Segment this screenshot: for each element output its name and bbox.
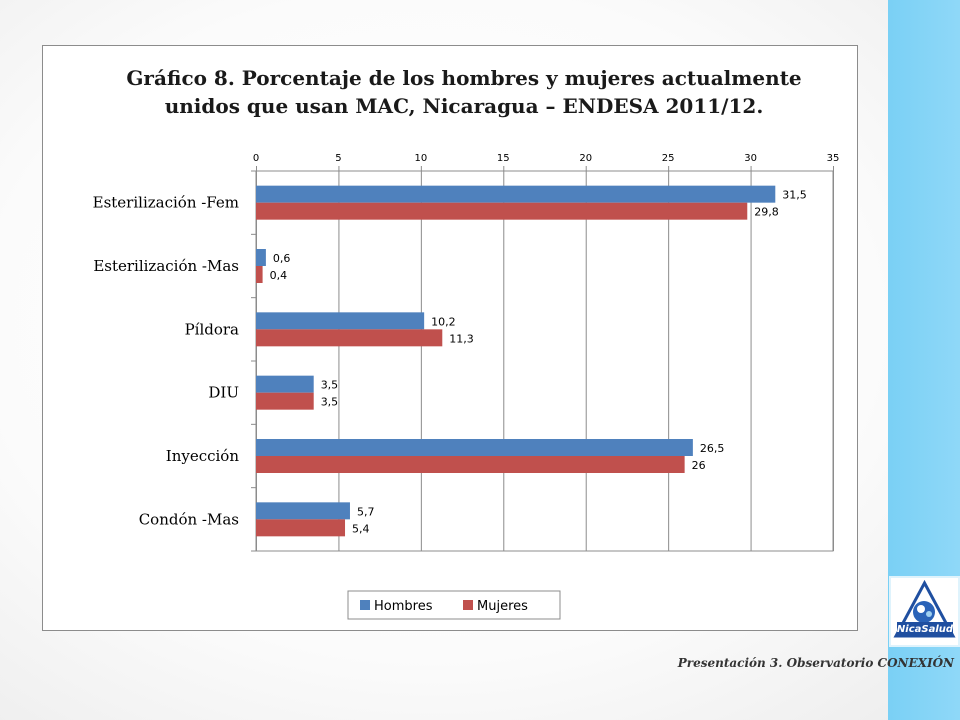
legend-swatch-hombres bbox=[360, 600, 370, 610]
bar-hombres bbox=[256, 185, 776, 203]
data-label-mujeres: 11,3 bbox=[449, 332, 474, 345]
data-label-mujeres: 3,5 bbox=[321, 396, 339, 409]
data-label-mujeres: 0,4 bbox=[270, 269, 288, 282]
category-label: Píldora bbox=[185, 320, 239, 338]
category-label: DIU bbox=[208, 384, 239, 402]
bar-hombres bbox=[256, 375, 314, 393]
chart-title: Gráfico 8. Porcentaje de los hombres y m… bbox=[57, 64, 871, 120]
data-label-hombres: 31,5 bbox=[782, 189, 807, 202]
bar-mujeres bbox=[256, 202, 748, 220]
bar-mujeres bbox=[256, 519, 346, 537]
x-tick-label: 10 bbox=[414, 153, 427, 164]
x-tick-label: 30 bbox=[744, 153, 757, 164]
data-label-hombres: 10,2 bbox=[431, 315, 456, 328]
chart-title-line-2: unidos que usan MAC, Nicaragua – ENDESA … bbox=[164, 94, 764, 118]
legend-label-mujeres: Mujeres bbox=[477, 599, 528, 614]
chart-title-line-1: Gráfico 8. Porcentaje de los hombres y m… bbox=[126, 66, 802, 90]
legend-label-hombres: Hombres bbox=[374, 599, 433, 614]
legend-box bbox=[347, 590, 561, 620]
data-label-hombres: 0,6 bbox=[273, 252, 291, 265]
chart-plot: 0 5 10 15 20 25 30 35 Esterilización -Fem 31,529,… bbox=[93, 153, 840, 620]
data-label-hombres: 3,5 bbox=[321, 379, 339, 392]
bar-hombres bbox=[256, 249, 266, 266]
category-label: Condón -Mas bbox=[139, 510, 239, 528]
x-tick-label: 25 bbox=[662, 153, 675, 164]
x-tick-label: 20 bbox=[579, 153, 592, 164]
bar-mujeres bbox=[256, 266, 263, 283]
x-tick-label: 5 bbox=[335, 153, 341, 164]
data-label-hombres: 5,7 bbox=[357, 505, 375, 518]
x-tick-label: 35 bbox=[827, 153, 840, 164]
footer-credit: Presentación 3. Observatorio CONEXIÓN bbox=[677, 656, 954, 670]
logo-graphic: NicaSalud bbox=[893, 579, 956, 638]
legend-swatch-mujeres bbox=[463, 600, 473, 610]
plot-area-border bbox=[255, 170, 834, 552]
x-tick-label: 15 bbox=[497, 153, 510, 164]
category-label: Inyección bbox=[166, 447, 240, 465]
category-label: Esterilización -Mas bbox=[93, 257, 239, 275]
chart-frame: Gráfico 8. Porcentaje de los hombres y m… bbox=[42, 45, 858, 631]
data-label-mujeres: 26 bbox=[692, 459, 706, 472]
nicasalud-logo: NicaSalud bbox=[889, 576, 960, 647]
category-label: Esterilización -Fem bbox=[93, 194, 239, 212]
bar-hombres bbox=[256, 439, 693, 456]
data-label-mujeres: 5,4 bbox=[352, 522, 370, 535]
bar-hombres bbox=[256, 312, 425, 330]
logo-text: NicaSalud bbox=[897, 624, 954, 635]
bar-mujeres bbox=[256, 456, 685, 473]
data-label-mujeres: 29,8 bbox=[754, 206, 779, 219]
bar-mujeres bbox=[256, 392, 314, 410]
bar-mujeres bbox=[256, 329, 443, 347]
data-label-hombres: 26,5 bbox=[700, 442, 725, 455]
bar-hombres bbox=[256, 502, 350, 520]
x-tick-label: 0 bbox=[253, 153, 259, 164]
